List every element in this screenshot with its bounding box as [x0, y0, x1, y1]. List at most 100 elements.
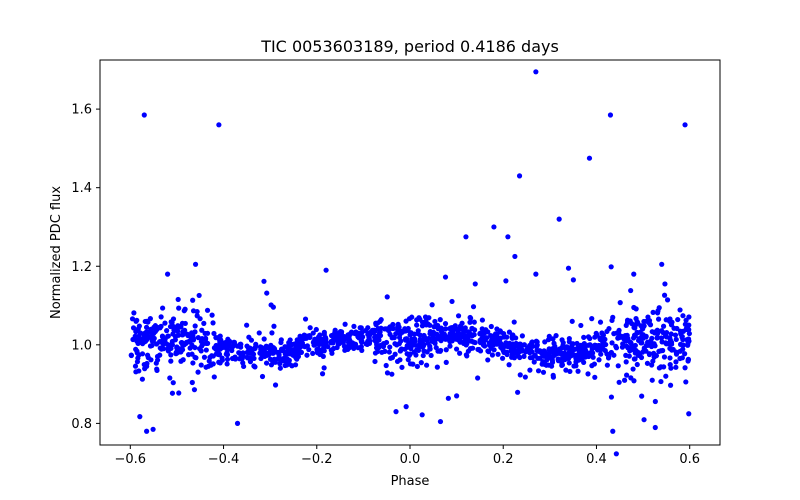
data-point: [414, 322, 420, 328]
data-point: [449, 298, 455, 305]
data-point: [313, 326, 319, 333]
data-point: [332, 327, 338, 333]
data-point: [241, 363, 247, 370]
data-point: [202, 330, 208, 337]
data-point: [418, 360, 424, 366]
data-point: [134, 348, 140, 354]
data-point: [319, 371, 326, 377]
data-point: [387, 355, 394, 361]
data-point: [412, 342, 418, 348]
data-point: [608, 264, 614, 270]
data-point: [392, 351, 398, 357]
data-point: [597, 319, 604, 325]
data-point: [540, 353, 546, 359]
data-point: [268, 362, 275, 368]
data-point: [644, 360, 651, 366]
data-point: [511, 319, 517, 325]
data-point: [196, 292, 202, 299]
data-point: [390, 321, 396, 328]
data-point: [224, 356, 231, 362]
data-point: [412, 338, 418, 344]
data-point: [664, 297, 671, 303]
data-point: [156, 339, 163, 345]
data-point: [395, 327, 401, 333]
data-point: [170, 380, 176, 386]
data-point: [252, 364, 258, 370]
x-tick-label: −0.4: [208, 452, 240, 467]
data-point: [686, 330, 692, 337]
data-point: [658, 364, 664, 370]
data-point: [277, 365, 283, 371]
data-point: [203, 347, 209, 353]
data-point: [453, 346, 460, 352]
data-point: [646, 317, 653, 324]
data-point: [135, 326, 141, 332]
data-point: [259, 373, 266, 380]
data-point: [640, 324, 646, 331]
data-point: [480, 342, 487, 348]
data-point: [438, 347, 444, 354]
plot-frame: [99, 59, 721, 446]
data-point: [664, 329, 670, 336]
data-point: [653, 353, 660, 359]
data-point: [271, 323, 277, 329]
data-point: [181, 342, 187, 348]
data-point: [464, 353, 470, 359]
chart-title: TIC 0053603189, period 0.4186 days: [260, 37, 559, 56]
data-point: [222, 341, 228, 347]
data-point: [659, 261, 665, 267]
data-point: [181, 308, 187, 314]
data-point: [289, 347, 295, 353]
data-point: [428, 352, 434, 359]
data-point: [471, 319, 477, 325]
data-point: [491, 347, 497, 353]
data-point: [368, 330, 375, 336]
data-point: [139, 376, 145, 382]
data-point: [169, 338, 175, 345]
data-point: [582, 347, 588, 353]
data-point: [332, 333, 338, 339]
data-point: [134, 317, 140, 323]
data-point: [589, 316, 595, 322]
data-point: [272, 382, 279, 388]
data-point: [477, 337, 483, 343]
data-point: [667, 355, 673, 361]
data-point: [164, 341, 171, 348]
data-point: [499, 346, 506, 352]
data-point: [480, 334, 486, 340]
data-point: [509, 334, 515, 340]
data-point: [154, 367, 160, 374]
data-point: [414, 317, 420, 323]
data-point: [521, 353, 527, 359]
data-point: [384, 294, 390, 300]
data-point: [427, 322, 433, 328]
data-point: [176, 390, 182, 396]
data-point: [175, 328, 181, 334]
data-point: [168, 352, 174, 358]
data-point: [201, 354, 208, 360]
data-point: [634, 318, 640, 325]
data-point: [442, 274, 449, 280]
data-point: [658, 335, 665, 341]
data-point: [597, 347, 604, 353]
data-point: [548, 355, 555, 362]
data-point: [585, 371, 591, 377]
data-point: [231, 339, 238, 345]
data-point: [186, 352, 192, 358]
data-point: [197, 346, 203, 352]
data-point: [420, 352, 426, 359]
data-point: [153, 360, 159, 366]
data-point: [614, 330, 620, 336]
data-point: [407, 332, 413, 338]
data-point: [304, 352, 310, 358]
data-point: [365, 325, 371, 331]
data-point: [310, 350, 316, 356]
data-point: [442, 326, 449, 332]
data-point: [631, 271, 637, 277]
data-point: [405, 357, 411, 363]
data-point: [372, 358, 378, 365]
data-point: [176, 346, 182, 352]
data-point: [661, 292, 668, 298]
data-point: [185, 332, 191, 339]
